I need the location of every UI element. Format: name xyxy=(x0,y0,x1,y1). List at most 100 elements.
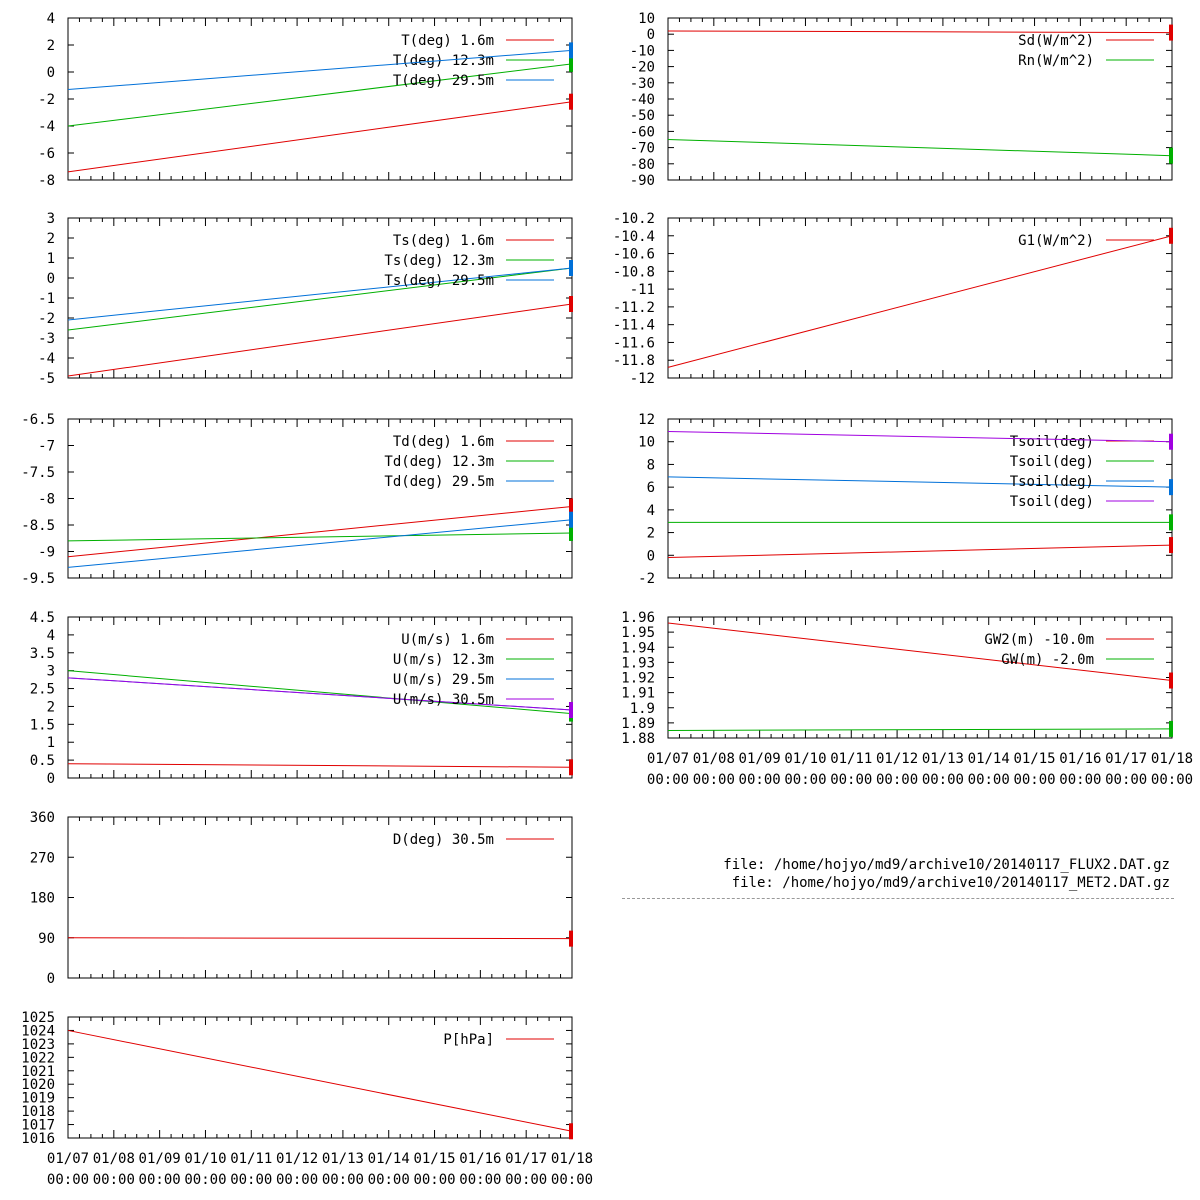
y-tick-label: -11.6 xyxy=(613,335,655,351)
x-tick-label-date: 01/16 xyxy=(1059,751,1101,767)
y-tick-label: 1023 xyxy=(21,1037,55,1053)
series-line xyxy=(67,519,573,568)
y-tick-label: 0 xyxy=(47,971,55,987)
series-line xyxy=(67,1029,573,1132)
x-tick-label-date: 01/13 xyxy=(922,751,964,767)
x-tick-label-date: 01/09 xyxy=(739,751,781,767)
plot-frame xyxy=(67,816,573,979)
series-end-burst xyxy=(569,930,573,947)
y-tick-label: -3 xyxy=(38,331,55,347)
x-tick-label-time: 00:00 xyxy=(1013,772,1055,788)
series-line xyxy=(67,505,573,558)
x-tick-label-date: 01/14 xyxy=(968,751,1010,767)
y-tick-label: 3 xyxy=(47,664,55,680)
chart-panel-5: 360 270 180 90 0 D(deg) 30.5m xyxy=(30,810,573,987)
plot-frame xyxy=(67,418,573,579)
legend-label: GW(m) -2.0m xyxy=(1001,652,1094,668)
x-tick-label-date: 01/11 xyxy=(830,751,872,767)
y-tick-label: 1024 xyxy=(21,1023,55,1039)
legend-label: Td(deg) 12.3m xyxy=(384,454,494,470)
x-tick-label-time: 00:00 xyxy=(1059,772,1101,788)
legend-label: Tsoil(deg) xyxy=(1010,494,1094,510)
chart-panel-4: 4.5 4 3.5 3 2.52 1.5 1 0.5 0 U(m/s) 1.6m U(m/s) 12… xyxy=(30,610,573,787)
series-line xyxy=(667,30,1173,34)
series-end-burst xyxy=(1169,433,1173,450)
legend-label: D(deg) 30.5m xyxy=(393,832,494,848)
y-tick-label: 10 xyxy=(638,435,655,451)
x-tick-label-date: 01/12 xyxy=(876,751,918,767)
series-line xyxy=(67,101,573,173)
x-tick-label-time: 00:00 xyxy=(739,772,781,788)
y-tick-label: -30 xyxy=(630,76,655,92)
series-line xyxy=(67,267,573,331)
series-line xyxy=(667,235,1173,368)
x-tick-label-time: 00:00 xyxy=(1105,772,1147,788)
legend-label: T(deg) 29.5m xyxy=(393,73,494,89)
x-tick-label-time: 00:00 xyxy=(968,772,1010,788)
legend-label: Tsoil(deg) xyxy=(1010,434,1094,450)
y-tick-label: 180 xyxy=(30,891,55,907)
legend-label: Ts(deg) 29.5m xyxy=(384,273,494,289)
series-line xyxy=(67,49,573,91)
series-end-burst xyxy=(569,1123,573,1140)
y-tick-label: 360 xyxy=(30,810,55,826)
y-tick-label: -5 xyxy=(38,371,55,387)
legend-label: Ts(deg) 1.6m xyxy=(393,233,494,249)
y-tick-label: -10.8 xyxy=(613,264,655,280)
y-tick-label: -60 xyxy=(630,124,655,140)
y-tick-label: 2 xyxy=(47,38,55,54)
y-tick-label: -11.8 xyxy=(613,353,655,369)
series-line xyxy=(667,622,1173,682)
chart-panel-9: 12 10 8 6 4 2 0 -2 Tsoil(deg) Tsoil(deg) Tsoil(deg… xyxy=(638,412,1173,587)
y-tick-label: 270 xyxy=(30,850,55,866)
chart-panel-10: 1.961.951.941.931.921.911.91.891.88 01/07… xyxy=(621,610,1193,788)
chart-panel-1: 4 2 0 -2 -4 -6 -8 T(deg) 1.6m T(deg) 12.3m T(deg)… xyxy=(38,11,573,189)
x-tick-label-date: 01/15 xyxy=(413,1151,455,1167)
y-tick-label: -11.2 xyxy=(613,300,655,316)
y-tick-label: -4 xyxy=(38,119,55,135)
y-tick-label: -11.4 xyxy=(613,318,655,334)
y-tick-label: -12 xyxy=(630,371,655,387)
plot-frame xyxy=(667,217,1173,379)
plot-frame xyxy=(667,616,1173,739)
series-end-burst xyxy=(1169,24,1173,41)
y-tick-label: 10 xyxy=(638,11,655,27)
plot-frame xyxy=(667,17,1173,181)
legend-label: P[hPa] xyxy=(443,1032,494,1048)
y-tick-label: -10 xyxy=(630,43,655,59)
y-tick-label: 0 xyxy=(47,271,55,287)
x-tick-label-time: 00:00 xyxy=(876,772,918,788)
series-end-burst xyxy=(1169,227,1173,244)
y-tick-label: 1 xyxy=(47,735,55,751)
legend-label: Tsoil(deg) xyxy=(1010,474,1094,490)
series-line xyxy=(667,430,1173,443)
y-tick-label: -8.5 xyxy=(21,518,55,534)
x-tick-label-time: 00:00 xyxy=(1151,772,1193,788)
y-tick-label: -7 xyxy=(38,439,55,455)
y-tick-label: -80 xyxy=(630,157,655,173)
x-tick-label-time: 00:00 xyxy=(322,1172,364,1188)
series-end-burst xyxy=(569,42,573,59)
series-line xyxy=(667,139,1173,157)
x-tick-label-date: 01/09 xyxy=(139,1151,181,1167)
plot-frame xyxy=(67,17,573,181)
series-end-burst xyxy=(569,296,573,312)
legend-label: U(m/s) 29.5m xyxy=(393,672,494,688)
x-tick-label-date: 01/18 xyxy=(1151,751,1193,767)
x-tick-label-time: 00:00 xyxy=(693,772,735,788)
legend-label: Td(deg) 1.6m xyxy=(393,434,494,450)
y-tick-label: -4 xyxy=(38,351,55,367)
y-tick-label: 12 xyxy=(638,412,655,428)
y-tick-label: 4.5 xyxy=(30,610,55,626)
y-tick-label: -8 xyxy=(38,492,55,508)
series-line xyxy=(67,303,573,377)
series-end-burst xyxy=(1169,537,1173,554)
y-tick-label: -9 xyxy=(38,545,55,561)
y-tick-label: 1021 xyxy=(21,1064,55,1080)
legend-label: Td(deg) 29.5m xyxy=(384,474,494,490)
series-line xyxy=(667,544,1173,559)
x-tick-label-time: 00:00 xyxy=(93,1172,135,1188)
x-tick-label-time: 00:00 xyxy=(830,772,872,788)
y-tick-label: -2 xyxy=(38,92,55,108)
y-tick-label: 1.91 xyxy=(621,686,655,702)
